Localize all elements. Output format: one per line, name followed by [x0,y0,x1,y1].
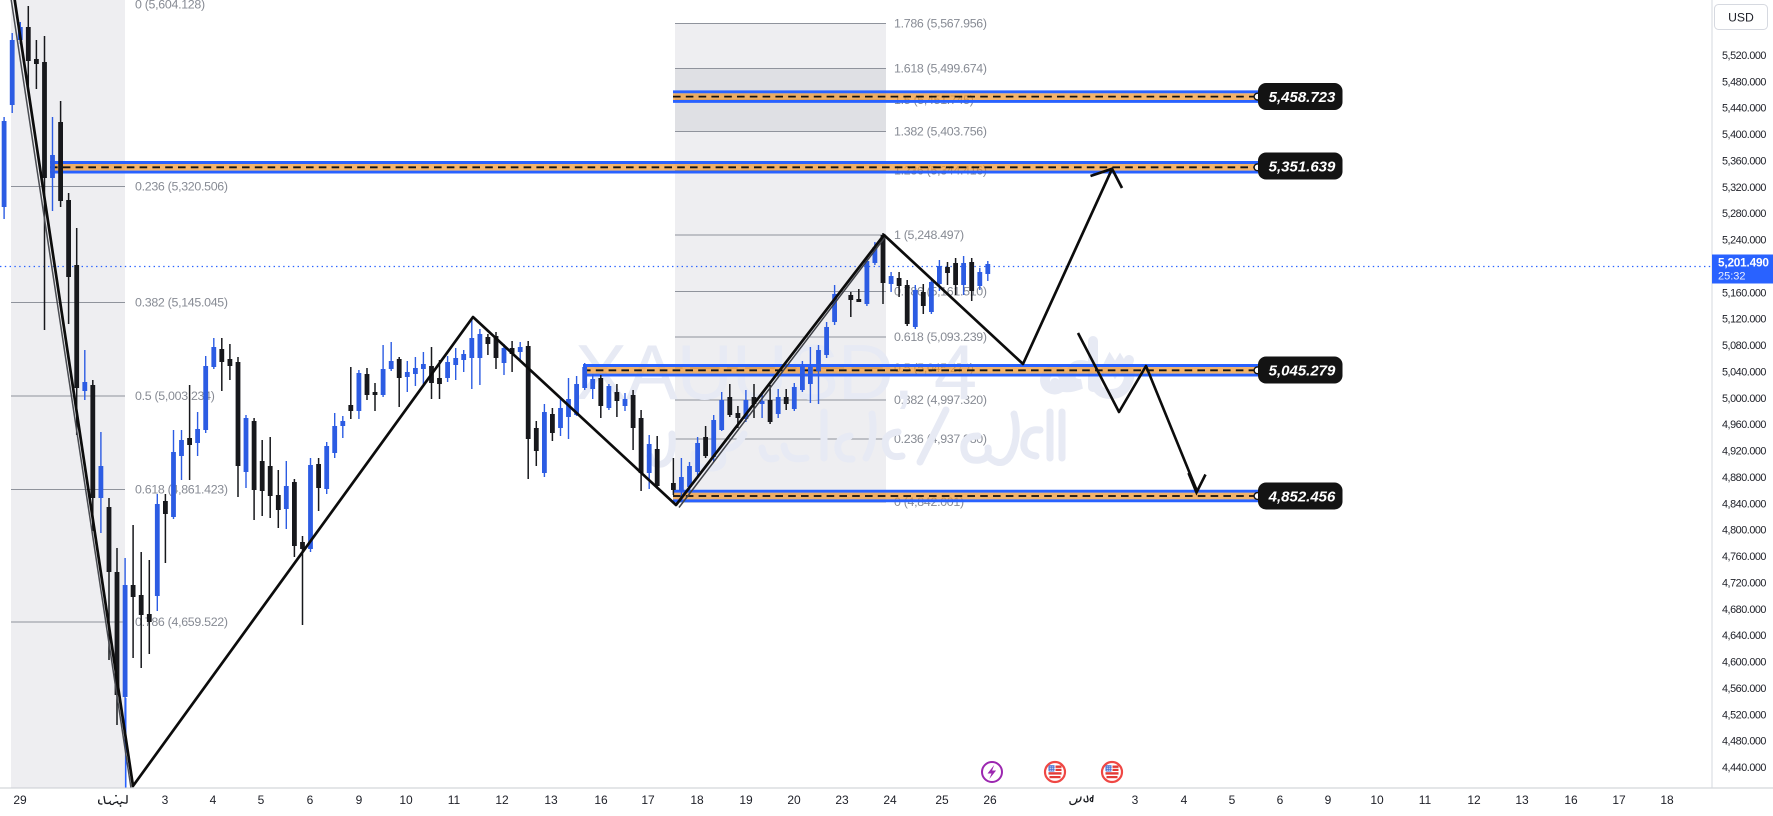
svg-text:11: 11 [1419,793,1432,807]
svg-text:3: 3 [1132,793,1139,807]
svg-text:4,560.000: 4,560.000 [1722,683,1766,695]
svg-text:1 (5,248.497): 1 (5,248.497) [894,228,964,242]
svg-text:5: 5 [1229,793,1236,807]
svg-text:0.382 (4,997.320): 0.382 (4,997.320) [894,393,987,407]
svg-text:12: 12 [495,793,509,807]
svg-text:4,800.000: 4,800.000 [1722,525,1766,537]
svg-text:13: 13 [1515,793,1529,807]
svg-text:18: 18 [1660,793,1674,807]
svg-text:4,440.000: 4,440.000 [1722,762,1766,774]
svg-text:5,360.000: 5,360.000 [1722,155,1766,167]
svg-text:4: 4 [210,793,217,807]
svg-text:24: 24 [883,793,897,807]
svg-text:4,600.000: 4,600.000 [1722,657,1766,669]
svg-text:25: 25 [935,793,949,807]
svg-text:5,120.000: 5,120.000 [1722,314,1766,326]
svg-text:26: 26 [983,793,997,807]
svg-text:5,080.000: 5,080.000 [1722,340,1766,352]
svg-text:9: 9 [356,793,363,807]
svg-text:4,720.000: 4,720.000 [1722,577,1766,589]
svg-text:0.5 (5,003.234): 0.5 (5,003.234) [135,389,215,403]
svg-text:5,480.000: 5,480.000 [1722,76,1766,88]
svg-text:4,760.000: 4,760.000 [1722,551,1766,563]
svg-text:16: 16 [594,793,608,807]
svg-text:25:32: 25:32 [1718,271,1746,283]
svg-text:5,240.000: 5,240.000 [1722,235,1766,247]
svg-text:29: 29 [13,793,27,807]
svg-text:23: 23 [835,793,849,807]
svg-text:1.618 (5,499.674): 1.618 (5,499.674) [894,62,987,76]
svg-text:5,520.000: 5,520.000 [1722,50,1766,62]
svg-text:17: 17 [641,793,655,807]
svg-text:16: 16 [1564,793,1578,807]
svg-text:5,351.639: 5,351.639 [1269,159,1336,176]
svg-text:20: 20 [787,793,801,807]
svg-text:4,840.000: 4,840.000 [1722,498,1766,510]
svg-text:0.382 (5,145.045): 0.382 (5,145.045) [135,296,228,310]
svg-text:17: 17 [1612,793,1626,807]
svg-text:USD: USD [1728,11,1754,25]
svg-text:4: 4 [1181,793,1188,807]
svg-text:5,045.279: 5,045.279 [1269,363,1336,380]
svg-text:4,680.000: 4,680.000 [1722,604,1766,616]
svg-text:0.786 (4,659.522): 0.786 (4,659.522) [135,615,228,629]
svg-text:9: 9 [1325,793,1332,807]
svg-text:1.382 (5,403.756): 1.382 (5,403.756) [894,125,987,139]
svg-text:6: 6 [1277,793,1284,807]
svg-text:5,160.000: 5,160.000 [1722,287,1766,299]
svg-text:4,960.000: 4,960.000 [1722,419,1766,431]
svg-text:0 (5,604.128): 0 (5,604.128) [135,0,205,12]
svg-text:10: 10 [1370,793,1384,807]
svg-text:5: 5 [258,793,265,807]
svg-text:0.236 (5,320.506): 0.236 (5,320.506) [135,180,228,194]
svg-text:18: 18 [690,793,704,807]
svg-text:4,852.456: 4,852.456 [1268,489,1336,506]
svg-text:0.618 (5,093.239): 0.618 (5,093.239) [894,330,987,344]
svg-text:10: 10 [399,793,413,807]
svg-text:11: 11 [448,793,461,807]
svg-text:3: 3 [162,793,169,807]
svg-text:5,440.000: 5,440.000 [1722,103,1766,115]
svg-text:5,040.000: 5,040.000 [1722,366,1766,378]
svg-text:12: 12 [1467,793,1481,807]
svg-text:5,201.490: 5,201.490 [1718,256,1769,270]
svg-text:5,000.000: 5,000.000 [1722,393,1766,405]
svg-text:4,920.000: 4,920.000 [1722,446,1766,458]
svg-text:5,280.000: 5,280.000 [1722,208,1766,220]
svg-text:5,400.000: 5,400.000 [1722,129,1766,141]
svg-text:4,640.000: 4,640.000 [1722,630,1766,642]
svg-text:19: 19 [739,793,753,807]
svg-text:4,880.000: 4,880.000 [1722,472,1766,484]
svg-text:13: 13 [544,793,558,807]
svg-text:1.786 (5,567.956): 1.786 (5,567.956) [894,17,987,31]
svg-text:0.618 (4,861.423): 0.618 (4,861.423) [135,483,228,497]
svg-text:4,520.000: 4,520.000 [1722,709,1766,721]
svg-text:5,320.000: 5,320.000 [1722,182,1766,194]
svg-text:5,458.723: 5,458.723 [1269,89,1336,106]
svg-text:4,480.000: 4,480.000 [1722,736,1766,748]
svg-text:6: 6 [307,793,314,807]
